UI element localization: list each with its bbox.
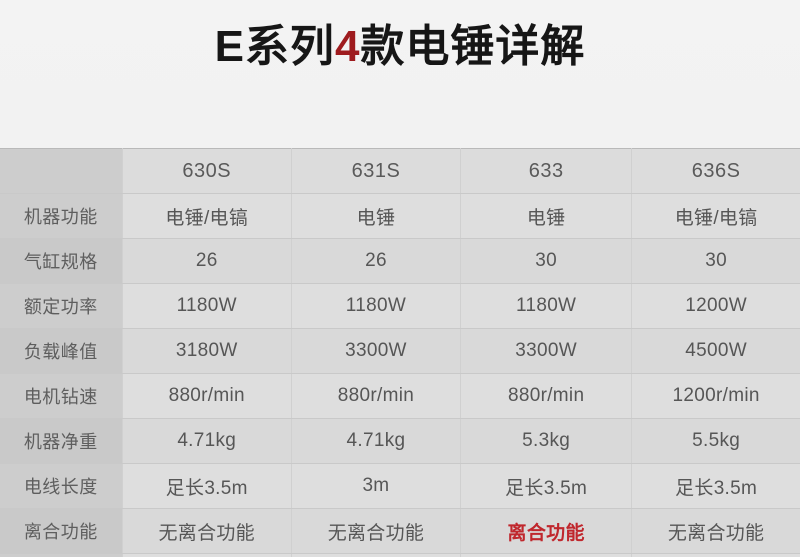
cell-r1-c3: 30: [631, 238, 800, 284]
cell-r1-c2: 30: [460, 238, 633, 284]
cell-r5-c2: 5.3kg: [460, 418, 633, 464]
page-title-accent: 4: [334, 21, 361, 71]
cell-r3-c0: 3180W: [122, 328, 292, 374]
column-header-model-3: 636S: [631, 148, 800, 194]
row-label-peak-load: 负载峰值: [0, 328, 123, 374]
cell-r7-c1: 无离合功能: [291, 508, 462, 554]
table-row: 额定功率 1180W 1180W 1180W 1200W: [0, 283, 800, 329]
row-label-clutch-function: 离合功能: [0, 508, 123, 554]
column-header-model-0: 630S: [122, 148, 292, 194]
row-label-motor-speed: 电机钻速: [0, 373, 123, 419]
table-row: 电机钻速 880r/min 880r/min 880r/min 1200r/mi…: [0, 373, 800, 419]
row-label-net-weight: 机器净重: [0, 418, 123, 464]
cell-r6-c0: 足长3.5m: [122, 463, 292, 509]
cell-r2-c1: 1180W: [291, 283, 462, 329]
table-header-row: 630S 631S 633 636S: [0, 148, 800, 194]
cell-r5-c1: 4.71kg: [291, 418, 462, 464]
cell-r1-c1: 26: [291, 238, 462, 284]
table-row: 机器功能 电锤/电镐 电锤 电锤 电锤/电镐: [0, 193, 800, 239]
page-title-prefix: E系列: [214, 21, 335, 71]
cell-r6-c1: 3m: [291, 463, 462, 509]
cell-r2-c3: 1200W: [631, 283, 800, 329]
cell-r4-c0: 880r/min: [122, 373, 292, 419]
table-row: 气缸规格 26 26 30 30: [0, 238, 800, 284]
cell-r0-c0: 电锤/电镐: [122, 193, 292, 239]
table-row: 负载峰值 3180W 3300W 3300W 4500W: [0, 328, 800, 374]
cell-r5-c3: 5.5kg: [631, 418, 800, 464]
cell-r1-c0: 26: [122, 238, 292, 284]
cell-r0-c2: 电锤: [460, 193, 633, 239]
cell-r3-c3: 4500W: [631, 328, 800, 374]
cell-r5-c0: 4.71kg: [122, 418, 292, 464]
cut-row-cell-3: [631, 553, 800, 557]
cut-row-cell-0: [122, 553, 292, 557]
page-title-suffix: 款电锤详解: [360, 21, 586, 71]
table-body: 机器功能 电锤/电镐 电锤 电锤 电锤/电镐 气缸规格 26 26 30 30 …: [0, 193, 800, 557]
cell-r3-c1: 3300W: [291, 328, 462, 374]
cell-r0-c1: 电锤: [291, 193, 462, 239]
cell-r6-c3: 足长3.5m: [631, 463, 800, 509]
table-header: 630S 631S 633 636S: [0, 148, 800, 194]
cut-row-cell-2: [460, 553, 633, 557]
row-label-machine-function: 机器功能: [0, 193, 123, 239]
table-row: 电线长度 足长3.5m 3m 足长3.5m 足长3.5m: [0, 463, 800, 509]
table-row-partial: [0, 553, 800, 557]
column-header-model-2: 633: [460, 148, 633, 194]
table-row: 机器净重 4.71kg 4.71kg 5.3kg 5.5kg: [0, 418, 800, 464]
cell-r6-c2: 足长3.5m: [460, 463, 633, 509]
table-corner-cell: [0, 148, 123, 194]
cell-r2-c0: 1180W: [122, 283, 292, 329]
cell-r7-c2: 离合功能: [460, 508, 633, 554]
column-header-model-1: 631S: [291, 148, 462, 194]
cell-r2-c2: 1180W: [460, 283, 633, 329]
cell-r3-c2: 3300W: [460, 328, 633, 374]
cell-r7-c3: 无离合功能: [631, 508, 800, 554]
cell-r0-c3: 电锤/电镐: [631, 193, 800, 239]
row-label-cable-length: 电线长度: [0, 463, 123, 509]
cell-r7-c0: 无离合功能: [122, 508, 292, 554]
row-label-rated-power: 额定功率: [0, 283, 123, 329]
cell-r4-c1: 880r/min: [291, 373, 462, 419]
cell-r4-c2: 880r/min: [460, 373, 633, 419]
cut-row-cell-1: [291, 553, 462, 557]
title-band: E系列4款电锤详解: [0, 0, 800, 148]
table-row: 离合功能 无离合功能 无离合功能 离合功能 无离合功能: [0, 508, 800, 554]
cell-r4-c3: 1200r/min: [631, 373, 800, 419]
page-title: E系列4款电锤详解: [214, 21, 586, 71]
row-label-cylinder-spec: 气缸规格: [0, 238, 123, 284]
spec-comparison-table: 630S 631S 633 636S 机器功能 电锤/电镐 电锤 电锤 电锤/电…: [0, 148, 800, 557]
cut-row-label: [0, 553, 123, 557]
